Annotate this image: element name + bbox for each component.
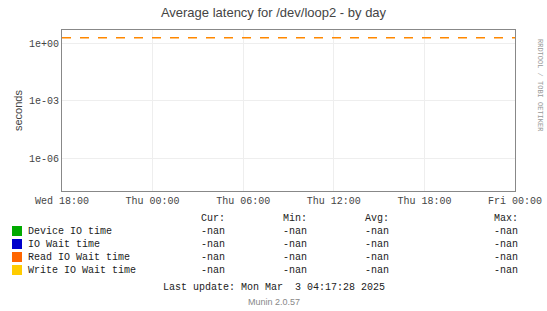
svg-text:seconds: seconds — [12, 90, 24, 131]
svg-text:Avg:: Avg: — [365, 213, 389, 224]
svg-text:-nan: -nan — [494, 226, 518, 237]
svg-text:Read IO Wait time: Read IO Wait time — [28, 252, 130, 263]
svg-text:1e+00: 1e+00 — [29, 39, 59, 50]
svg-text:Max:: Max: — [494, 213, 518, 224]
svg-text:Cur:: Cur: — [201, 213, 225, 224]
svg-text:Thu 18:00: Thu 18:00 — [397, 196, 451, 207]
svg-text:1e-03: 1e-03 — [29, 96, 59, 107]
svg-text:-nan: -nan — [283, 265, 307, 276]
svg-text:-nan: -nan — [283, 252, 307, 263]
svg-text:-nan: -nan — [494, 252, 518, 263]
svg-text:Min:: Min: — [283, 213, 307, 224]
svg-text:Write IO Wait time: Write IO Wait time — [28, 265, 136, 276]
svg-text:-nan: -nan — [201, 252, 225, 263]
svg-text:-nan: -nan — [201, 226, 225, 237]
svg-text:-nan: -nan — [201, 265, 225, 276]
svg-text:-nan: -nan — [283, 239, 307, 250]
svg-text:Thu 00:00: Thu 00:00 — [126, 196, 180, 207]
svg-text:IO Wait time: IO Wait time — [28, 239, 100, 250]
svg-text:-nan: -nan — [365, 239, 389, 250]
svg-text:Thu 06:00: Thu 06:00 — [216, 196, 270, 207]
svg-text:Fri 00:00: Fri 00:00 — [488, 196, 542, 207]
svg-text:Munin 2.0.57: Munin 2.0.57 — [248, 297, 300, 307]
svg-text:Wed 18:00: Wed 18:00 — [35, 196, 89, 207]
svg-text:-nan: -nan — [494, 239, 518, 250]
svg-text:Thu 12:00: Thu 12:00 — [307, 196, 361, 207]
svg-text:-nan: -nan — [283, 226, 307, 237]
svg-text:-nan: -nan — [365, 226, 389, 237]
svg-text:-nan: -nan — [365, 252, 389, 263]
svg-text:RRDTOOL / TOBI OETIKER: RRDTOOL / TOBI OETIKER — [536, 39, 544, 132]
svg-text:Average latency for /dev/loop2: Average latency for /dev/loop2 - by day — [161, 5, 387, 20]
svg-text:1e-06: 1e-06 — [29, 154, 59, 165]
svg-text:Device IO time: Device IO time — [28, 226, 112, 237]
svg-text:Last update: Mon Mar 3 04:17:: Last update: Mon Mar 3 04:17:28 2025 — [163, 282, 385, 293]
svg-text:-nan: -nan — [201, 239, 225, 250]
svg-text:-nan: -nan — [494, 265, 518, 276]
svg-text:-nan: -nan — [365, 265, 389, 276]
